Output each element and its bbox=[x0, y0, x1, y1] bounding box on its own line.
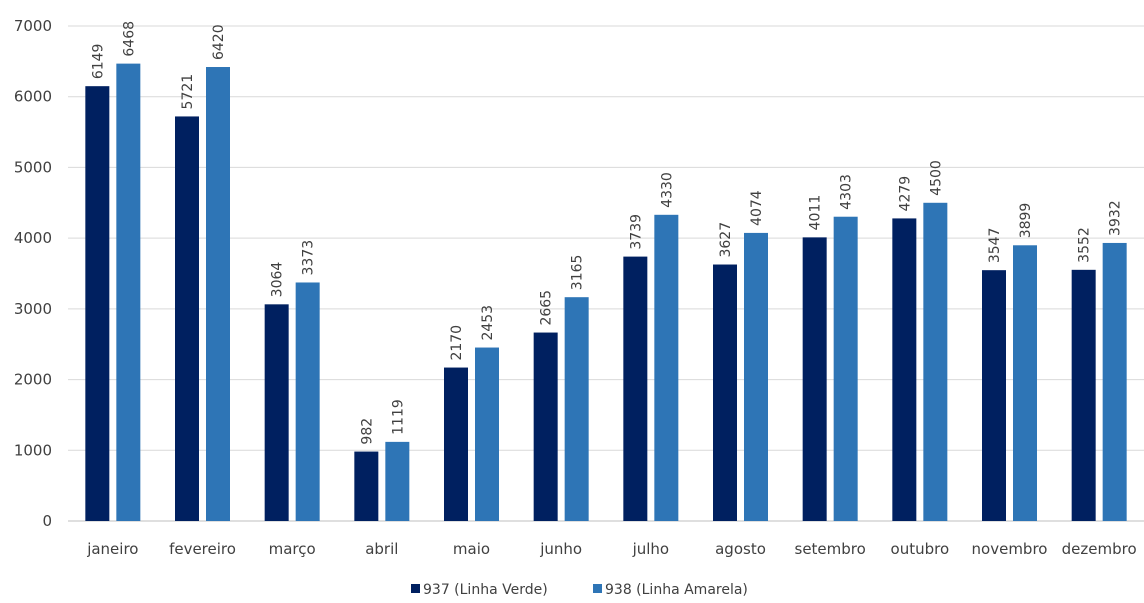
y-tick-label: 4000 bbox=[14, 229, 52, 247]
bar bbox=[892, 218, 917, 521]
bar bbox=[116, 63, 141, 522]
category-label: setembro bbox=[795, 540, 866, 558]
bar bbox=[295, 282, 320, 521]
y-tick-label: 2000 bbox=[14, 371, 52, 389]
bar bbox=[713, 264, 737, 521]
bar bbox=[744, 232, 768, 521]
y-tick-label: 1000 bbox=[14, 441, 52, 459]
bar bbox=[475, 347, 499, 521]
data-label: 4279 bbox=[897, 176, 913, 212]
bar bbox=[623, 256, 648, 521]
category-label: junho bbox=[539, 540, 582, 558]
data-label: 3739 bbox=[628, 214, 644, 250]
data-label: 2665 bbox=[539, 290, 555, 326]
category-label: maio bbox=[453, 540, 490, 558]
y-tick-label: 0 bbox=[42, 512, 52, 530]
data-label: 1119 bbox=[390, 399, 406, 435]
bar bbox=[175, 116, 199, 521]
data-label: 4011 bbox=[808, 195, 824, 231]
category-label: novembro bbox=[972, 540, 1048, 558]
bar bbox=[564, 297, 589, 521]
data-label: 3064 bbox=[270, 262, 286, 298]
y-tick-label: 3000 bbox=[14, 300, 52, 318]
bar bbox=[85, 86, 110, 521]
data-label: 2170 bbox=[449, 325, 465, 361]
data-label: 3932 bbox=[1108, 200, 1124, 236]
data-label: 3373 bbox=[301, 240, 317, 276]
legend: 937 (Linha Verde) 938 (Linha Amarela) bbox=[411, 582, 748, 598]
bar bbox=[354, 451, 379, 521]
data-labels: 6149 6468 5721 6420 3064 3373 982 1119 2170 2453 2… bbox=[90, 21, 1123, 445]
category-label: outubro bbox=[891, 540, 950, 558]
bar bbox=[206, 67, 230, 521]
bar bbox=[264, 304, 289, 521]
category-label: abril bbox=[365, 540, 398, 558]
bar bbox=[444, 367, 468, 521]
data-label: 3165 bbox=[570, 255, 586, 291]
data-label: 5721 bbox=[180, 74, 196, 110]
bar bbox=[1013, 245, 1037, 521]
data-label: 3547 bbox=[987, 228, 1003, 264]
category-label: julho bbox=[632, 540, 670, 558]
gridlines bbox=[68, 25, 1144, 522]
category-label: dezembro bbox=[1062, 540, 1137, 558]
bar bbox=[533, 332, 558, 521]
bar bbox=[385, 441, 410, 521]
category-label: janeiro bbox=[86, 540, 138, 558]
data-label: 3627 bbox=[718, 222, 734, 258]
bar bbox=[923, 202, 948, 522]
legend-swatch bbox=[411, 584, 420, 593]
x-axis-categories: janeiro fevereiro março abril maio junho julho… bbox=[86, 540, 1136, 558]
y-tick-label: 6000 bbox=[14, 88, 52, 106]
legend-label: 937 (Linha Verde) bbox=[423, 582, 548, 598]
data-label: 3899 bbox=[1018, 203, 1034, 239]
bars bbox=[85, 63, 1127, 522]
category-label: março bbox=[269, 540, 316, 558]
y-axis-ticks: 0 1000 2000 3000 4000 5000 6000 7000 bbox=[14, 17, 52, 530]
data-label: 4500 bbox=[928, 160, 944, 196]
data-label: 4330 bbox=[659, 172, 675, 208]
data-label: 982 bbox=[359, 418, 375, 445]
legend-swatch bbox=[593, 584, 602, 593]
legend-label: 938 (Linha Amarela) bbox=[605, 582, 748, 598]
bar bbox=[1102, 242, 1127, 522]
data-label: 6420 bbox=[211, 24, 227, 60]
bar bbox=[833, 216, 858, 521]
y-tick-label: 7000 bbox=[14, 17, 52, 35]
data-label: 4074 bbox=[749, 190, 765, 226]
bar bbox=[1071, 269, 1096, 521]
data-label: 4303 bbox=[839, 174, 855, 210]
data-label: 6149 bbox=[90, 44, 106, 80]
bar bbox=[802, 237, 827, 522]
bar bbox=[654, 214, 679, 522]
data-label: 2453 bbox=[480, 305, 496, 341]
data-label: 6468 bbox=[121, 21, 137, 57]
bar bbox=[982, 270, 1006, 521]
category-label: fevereiro bbox=[169, 540, 236, 558]
data-label: 3552 bbox=[1077, 227, 1093, 263]
category-label: agosto bbox=[715, 540, 766, 558]
y-tick-label: 5000 bbox=[14, 158, 52, 176]
